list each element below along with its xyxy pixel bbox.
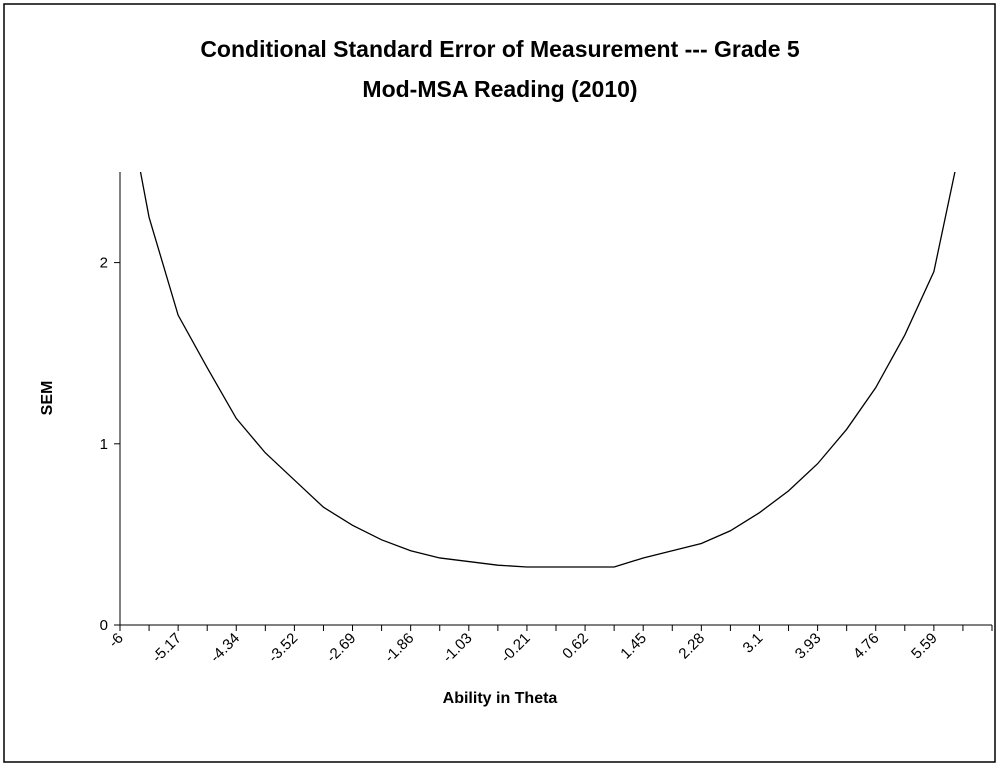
y-tick-label: 0 [100,617,108,634]
chart-frame [3,3,996,763]
chart-title: Conditional Standard Error of Measuremen… [200,36,800,62]
y-tick-label: 1 [100,436,108,453]
y-tick-label: 2 [100,255,108,272]
chart-subtitle: Mod-MSA Reading (2010) [362,76,637,102]
x-axis-title: Ability in Theta [443,690,558,707]
data-line [139,172,956,568]
y-axis-title: SEM [39,381,56,416]
